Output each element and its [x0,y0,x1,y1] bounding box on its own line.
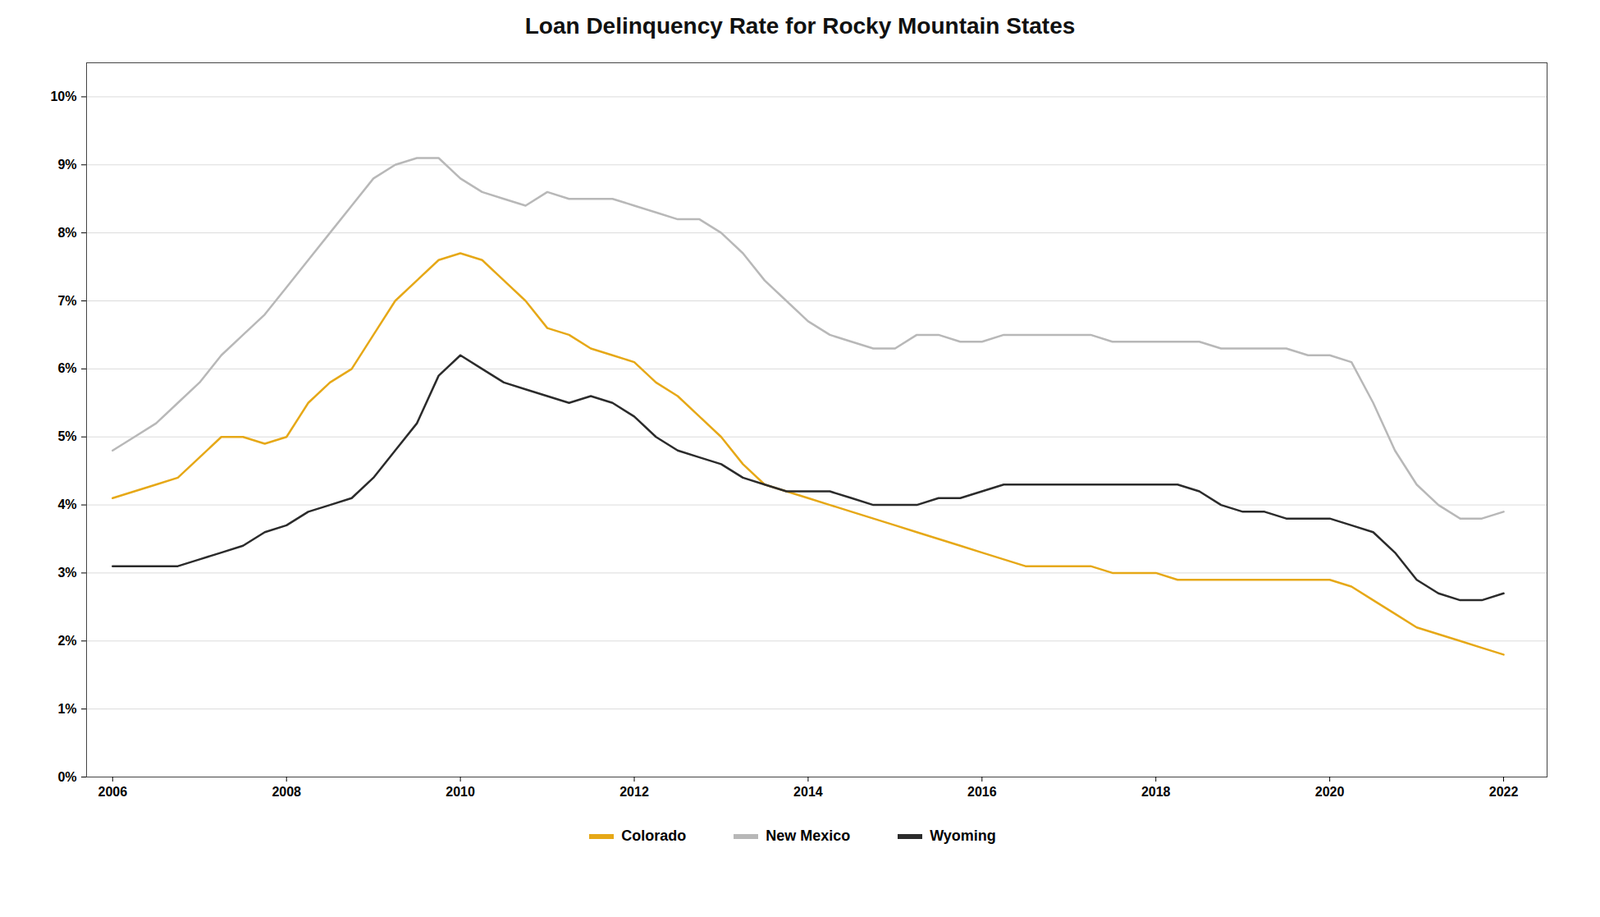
svg-text:5%: 5% [57,429,77,444]
svg-text:2020: 2020 [1315,784,1345,799]
svg-text:2008: 2008 [271,784,302,799]
svg-text:2014: 2014 [793,784,823,799]
html-text:Loan Delinquency Rate for Rock: Loan Delinquency Rate for Rocky Mountain… [524,13,1076,39]
svg-text:7%: 7% [57,293,77,308]
svg-text:9%: 9% [57,157,77,172]
svg-text:2010: 2010 [445,784,476,799]
svg-text:2018: 2018 [1141,784,1171,799]
svg-text:8%: 8% [57,225,77,240]
svg-text:0%: 0% [57,769,77,784]
svg-text:6%: 6% [57,361,77,375]
svg-text:2016: 2016 [967,784,997,799]
svg-text:4%: 4% [57,497,77,512]
svg-text:1%: 1% [57,701,77,716]
svg-text:2012: 2012 [619,784,650,799]
svg-text:2006: 2006 [97,784,128,799]
html-text:New Mexico: New Mexico [765,827,851,844]
svg-text:2%: 2% [57,633,77,648]
svg-text:2022: 2022 [1489,784,1519,799]
html-text:Colorado: Colorado [621,827,687,844]
svg-text:10%: 10% [50,89,77,104]
svg-text:3%: 3% [57,565,77,580]
html-text:Wyoming: Wyoming [929,827,997,844]
